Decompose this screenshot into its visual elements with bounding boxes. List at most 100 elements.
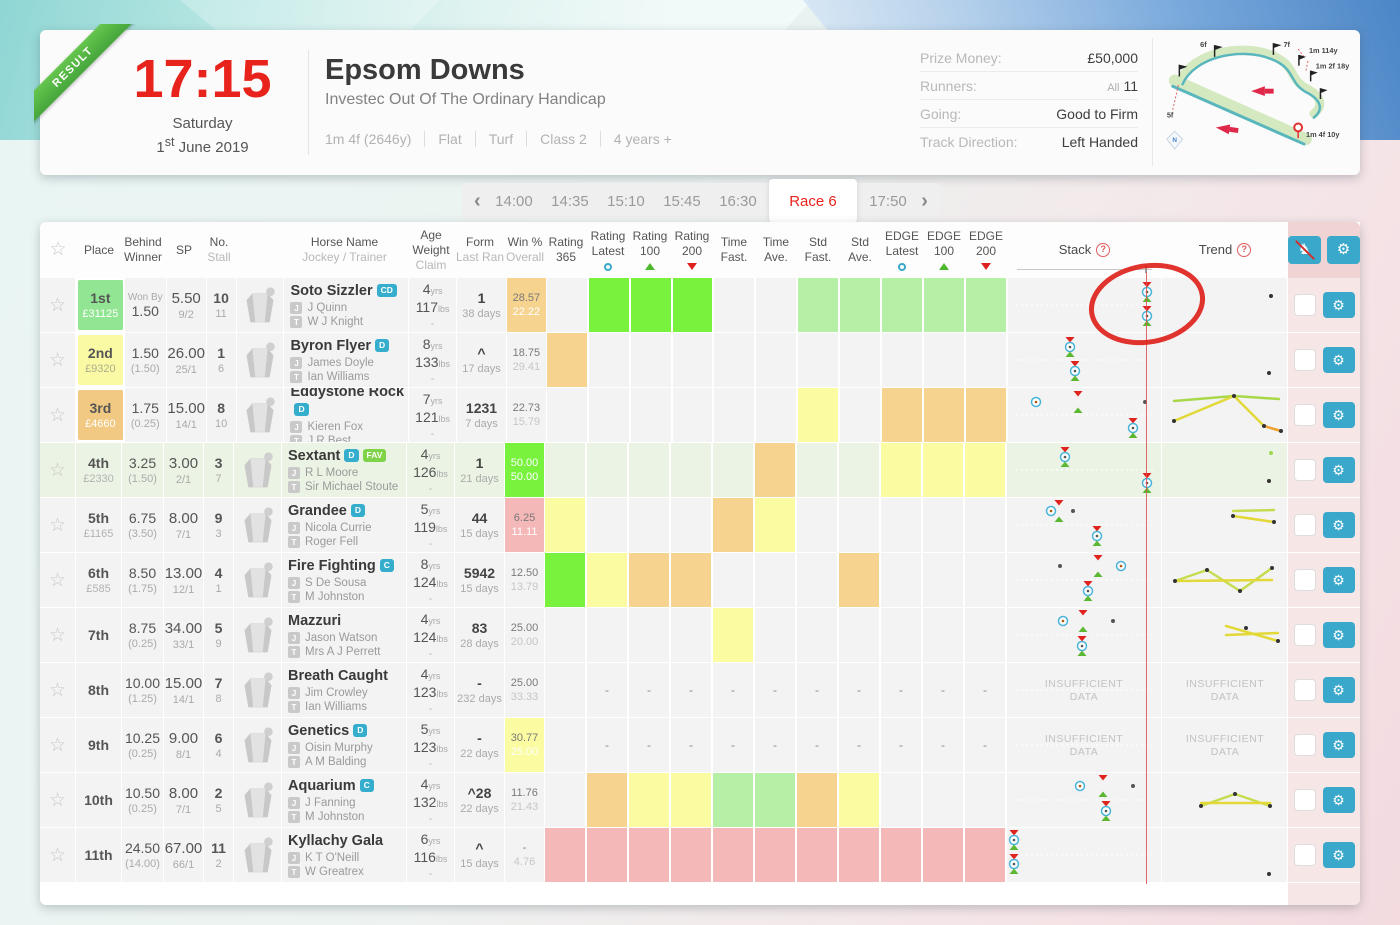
favourite-star-icon[interactable]: ☆ bbox=[48, 789, 67, 811]
trend-cell bbox=[1162, 278, 1289, 332]
row-checkbox[interactable] bbox=[1293, 844, 1316, 866]
row-checkbox[interactable] bbox=[1293, 514, 1316, 536]
rating-cell-3: - bbox=[671, 663, 713, 717]
trend-help-icon[interactable]: ? bbox=[1237, 243, 1252, 257]
behind-winner-margin: (0.25) bbox=[130, 418, 160, 430]
row-checkbox[interactable] bbox=[1293, 789, 1316, 811]
rating-cell-7 bbox=[839, 828, 881, 882]
favourite-star-icon[interactable]: ☆ bbox=[48, 679, 67, 701]
stack-cell bbox=[1007, 553, 1162, 607]
row-checkbox[interactable] bbox=[1293, 294, 1316, 316]
row-settings-button[interactable]: ⚙ bbox=[1322, 787, 1355, 813]
row-settings-button[interactable]: ⚙ bbox=[1322, 402, 1355, 428]
sp-cell: 5.50 9/2 bbox=[166, 278, 207, 332]
row-settings-button[interactable]: ⚙ bbox=[1322, 567, 1355, 593]
row-settings-button[interactable]: ⚙ bbox=[1322, 842, 1355, 868]
stack-label-text: Stack bbox=[1058, 241, 1092, 257]
rating-cell-4 bbox=[713, 553, 755, 607]
tab-16-30[interactable]: 16:30 bbox=[719, 192, 757, 210]
horse-name: Genetics bbox=[288, 723, 350, 739]
win-pct-cell: 25.00 20.00 bbox=[505, 608, 545, 662]
row-settings-button[interactable]: ⚙ bbox=[1322, 512, 1355, 538]
last-ran: 28 days bbox=[460, 638, 499, 650]
rating-cell-0 bbox=[545, 553, 587, 607]
favourite-star-icon[interactable]: ☆ bbox=[48, 514, 67, 536]
row-checkbox[interactable] bbox=[1293, 569, 1316, 591]
place-cell: 11th bbox=[76, 828, 122, 882]
silk-cell bbox=[234, 498, 282, 552]
tab-15-10[interactable]: 15:10 bbox=[607, 192, 645, 210]
favourite-star-icon[interactable]: ☆ bbox=[48, 459, 67, 481]
row-checkbox[interactable] bbox=[1293, 349, 1316, 371]
favourite-star-icon[interactable]: ☆ bbox=[48, 349, 66, 371]
sp-cell: 67.00 66/1 bbox=[164, 828, 204, 882]
rating-cell-8 bbox=[882, 333, 925, 387]
tab-race-6[interactable]: Race 6 bbox=[769, 179, 857, 223]
horse-name-line: Soto Sizzler CD bbox=[290, 282, 397, 300]
weight-value: 123lbs bbox=[413, 683, 448, 700]
row-settings-button[interactable]: ⚙ bbox=[1322, 292, 1355, 318]
favourite-star-icon[interactable]: ☆ bbox=[48, 844, 67, 866]
race-time-block: 17:15 Saturday 1st June 2019 bbox=[95, 49, 310, 156]
stack-help-icon[interactable]: ? bbox=[1096, 243, 1111, 257]
row-checkbox[interactable] bbox=[1293, 404, 1316, 426]
win-pct-cell: 50.00 50.00 bbox=[505, 443, 545, 497]
stack-chart bbox=[1015, 775, 1153, 821]
race-info-value: Good to Firm bbox=[1056, 105, 1138, 122]
stack-cell bbox=[1007, 498, 1162, 552]
row-checkbox[interactable] bbox=[1293, 459, 1316, 481]
header-horse-name: Horse Name Jockey / Trainer bbox=[282, 222, 407, 278]
row-settings-button[interactable]: ⚙ bbox=[1322, 677, 1355, 703]
hide-silks-button[interactable]: ♞ bbox=[1288, 236, 1321, 264]
horse-name: Sextant bbox=[288, 448, 341, 464]
rating-cell-6 bbox=[797, 553, 839, 607]
sp-decimal: 8.00 bbox=[168, 784, 199, 802]
rating-cell-10 bbox=[965, 333, 1008, 387]
header-label: EDGE bbox=[926, 229, 961, 243]
favourite-star-icon[interactable]: ☆ bbox=[48, 569, 67, 591]
rating-cell-7 bbox=[839, 498, 881, 552]
rating-cell-10: - bbox=[965, 718, 1007, 772]
tab-17-50[interactable]: 17:50 bbox=[869, 192, 907, 210]
row-settings-button[interactable]: ⚙ bbox=[1322, 347, 1355, 373]
age-value: 5yrs bbox=[420, 720, 441, 737]
map-label-6f: 6f bbox=[1200, 40, 1207, 49]
row-settings-button[interactable]: ⚙ bbox=[1322, 622, 1355, 648]
stack-range-slider[interactable] bbox=[1017, 265, 1152, 273]
behind-winner-margin: (0.25) bbox=[128, 638, 157, 650]
jockey-icon: J bbox=[288, 522, 300, 534]
header-label: 200 bbox=[975, 244, 997, 258]
favourite-star-icon[interactable]: ☆ bbox=[48, 294, 66, 316]
favourite-star-icon[interactable]: ☆ bbox=[48, 734, 67, 756]
row-checkbox[interactable] bbox=[1293, 679, 1316, 701]
tab-14-00[interactable]: 14:00 bbox=[495, 192, 533, 210]
trend-cell bbox=[1162, 333, 1289, 387]
svg-text:INSUFFICIENT: INSUFFICIENT bbox=[1044, 678, 1122, 690]
row-settings-button[interactable]: ⚙ bbox=[1322, 457, 1355, 483]
prev-race-button[interactable]: ‹ bbox=[474, 189, 481, 212]
row-settings-button[interactable]: ⚙ bbox=[1322, 732, 1355, 758]
race-info-label: Track Direction: bbox=[920, 134, 1018, 150]
favourite-star-icon[interactable]: ☆ bbox=[48, 404, 66, 426]
favourite-star-icon[interactable]: ☆ bbox=[48, 624, 67, 646]
next-race-button[interactable]: › bbox=[921, 189, 928, 212]
trend-sparkline bbox=[1172, 566, 1274, 593]
row-checkbox[interactable] bbox=[1293, 624, 1316, 646]
jockey-icon: J bbox=[288, 577, 300, 589]
rating-cell-7: - bbox=[839, 663, 881, 717]
rating-cell-5 bbox=[755, 443, 797, 497]
form-cell: 44 15 days bbox=[455, 498, 505, 552]
rating-cell-6 bbox=[797, 498, 839, 552]
rating-cell-10 bbox=[965, 278, 1008, 332]
behind-winner-cell: 8.50 (1.75) bbox=[122, 553, 164, 607]
win-overall-value: 21.43 bbox=[510, 801, 539, 813]
tab-14-35[interactable]: 14:35 bbox=[551, 192, 589, 210]
jockey-line: J Jason Watson bbox=[288, 632, 377, 644]
horse-cell: Breath Caught J Jim Crowley T Ian Williams bbox=[282, 663, 407, 717]
header-rating-4: Time Fast. bbox=[713, 222, 755, 278]
tab-15-45[interactable]: 15:45 bbox=[663, 192, 701, 210]
settings-button[interactable]: ⚙ bbox=[1327, 236, 1360, 264]
row-checkbox[interactable] bbox=[1293, 734, 1316, 756]
